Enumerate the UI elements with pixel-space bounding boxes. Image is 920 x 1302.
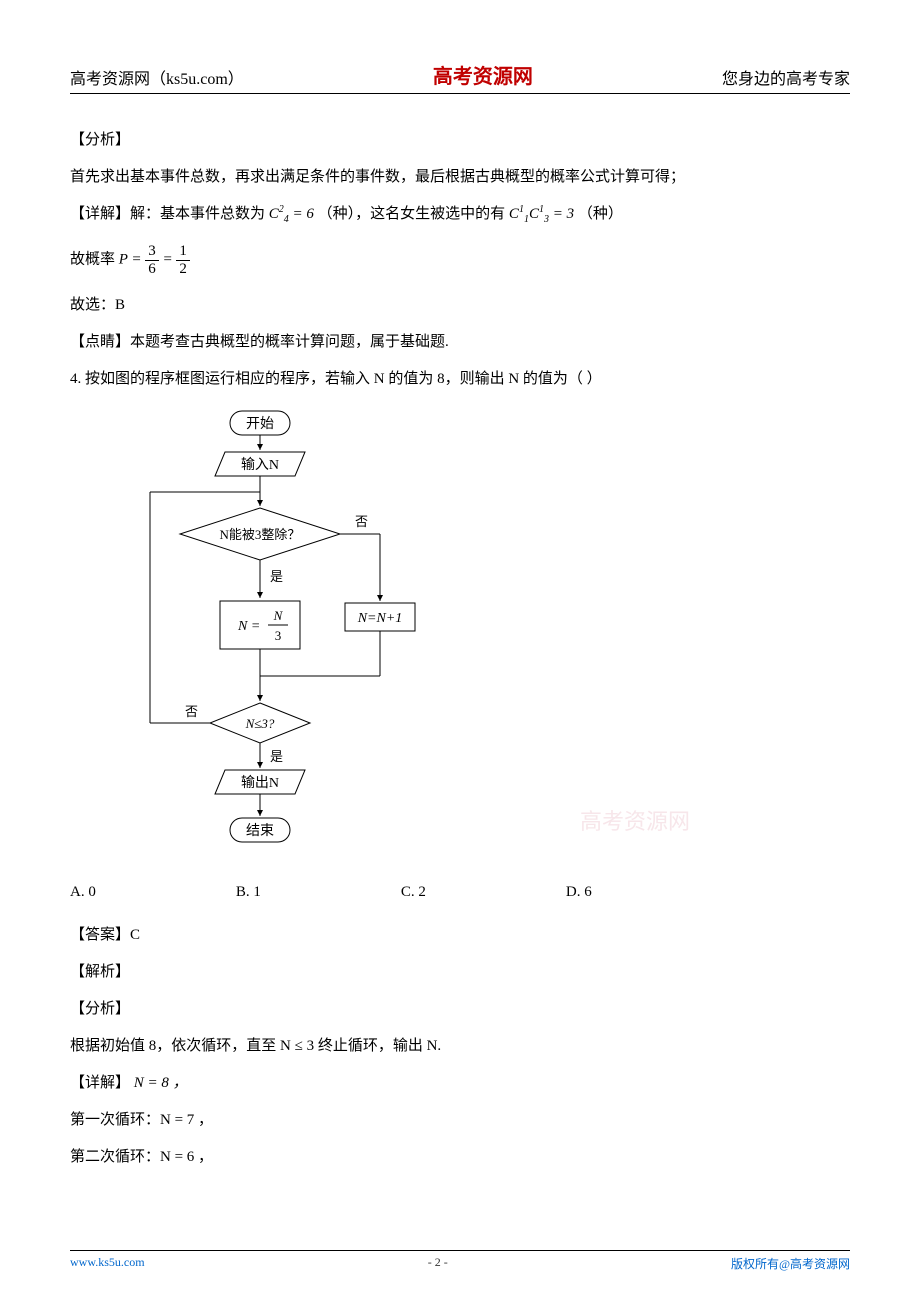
option-a: A. 0 bbox=[70, 876, 96, 909]
fc-end: 结束 bbox=[246, 823, 274, 839]
options-row: A. 0 B. 1 C. 2 D. 6 bbox=[70, 876, 850, 909]
flowchart-svg: 开始 输入N N能被3整除？ 否 是 N = N bbox=[110, 406, 430, 866]
comb2-val: = 3 bbox=[549, 206, 574, 222]
analysis-text: 首先求出基本事件总数，再求出满足条件的事件数，最后根据古典概型的概率公式计算可得… bbox=[70, 161, 850, 194]
comb2b-base: C bbox=[529, 206, 539, 222]
loop2: 第二次循环：N = 6 ， bbox=[70, 1141, 850, 1174]
footer-right: 版权所有@高考资源网 bbox=[731, 1255, 850, 1272]
comb2: C11C13 = 3 bbox=[509, 206, 578, 222]
detail2: 【详解】 N = 8 ， bbox=[70, 1067, 850, 1100]
eq-sign: = bbox=[163, 251, 177, 267]
frac1: 3 6 bbox=[145, 243, 159, 277]
content-body: 【分析】 首先求出基本事件总数，再求出满足条件的事件数，最后根据古典概型的概率公… bbox=[70, 124, 850, 1174]
comb1-base: C bbox=[269, 206, 279, 222]
detail-label: 【详解】解：基本事件总数为 bbox=[70, 206, 265, 222]
detail-mid: （种），这名女生被选中的有 bbox=[318, 206, 506, 222]
answer: 【答案】C bbox=[70, 919, 850, 952]
frac2-num: 1 bbox=[176, 243, 190, 261]
page-footer: www.ks5u.com - 2 - 版权所有@高考资源网 bbox=[70, 1250, 850, 1272]
fc-cond1: N能被3整除？ bbox=[220, 527, 301, 542]
detail-line: 【详解】解：基本事件总数为 C24 = 6 （种），这名女生被选中的有 C11C… bbox=[70, 198, 850, 231]
header-left: 高考资源网（ks5u.com） bbox=[70, 65, 244, 89]
fc-cond2-yes: 是 bbox=[270, 749, 283, 764]
fc-input: 输入N bbox=[241, 457, 279, 473]
frac2-den: 2 bbox=[176, 261, 190, 278]
fenxi2-text: 根据初始值 8，依次循环，直至 N ≤ 3 终止循环，输出 N. bbox=[70, 1030, 850, 1063]
detail-end: （种） bbox=[578, 206, 623, 222]
fc-boxright: N=N+1 bbox=[357, 611, 403, 626]
prob-prefix: 故概率 bbox=[70, 251, 115, 267]
prob-p: P = bbox=[119, 251, 146, 267]
flowchart: 开始 输入N N能被3整除？ 否 是 N = N bbox=[110, 406, 430, 866]
footer-left: www.ks5u.com bbox=[70, 1255, 145, 1272]
fc-cond1-yes: 是 bbox=[270, 569, 283, 584]
page-header: 高考资源网（ks5u.com） 高考资源网 您身边的高考专家 bbox=[70, 60, 850, 94]
detail2-n8: N = 8 ， bbox=[134, 1075, 188, 1091]
fc-start: 开始 bbox=[246, 416, 274, 432]
fc-cond1-no: 否 bbox=[355, 514, 368, 529]
option-b: B. 1 bbox=[236, 876, 261, 909]
option-c: C. 2 bbox=[401, 876, 426, 909]
frac1-num: 3 bbox=[145, 243, 159, 261]
fenxi2: 【分析】 bbox=[70, 993, 850, 1026]
fc-boxleft-den: 3 bbox=[275, 628, 282, 643]
comb2a-base: C bbox=[509, 206, 519, 222]
frac2: 1 2 bbox=[176, 243, 190, 277]
footer-center: - 2 - bbox=[428, 1255, 448, 1272]
comb1-val: = 6 bbox=[289, 206, 314, 222]
fc-cond2-no: 否 bbox=[185, 704, 198, 719]
dianjing: 【点睛】本题考查古典概型的概率计算问题，属于基础题. bbox=[70, 326, 850, 359]
watermark: 高考资源网 bbox=[580, 798, 690, 846]
fc-output: 输出N bbox=[241, 775, 279, 791]
loop1: 第一次循环：N = 7 ， bbox=[70, 1104, 850, 1137]
page: 高考资源网（ks5u.com） 高考资源网 您身边的高考专家 【分析】 首先求出… bbox=[0, 0, 920, 1302]
fc-cond2: N≤3? bbox=[245, 716, 275, 731]
fc-boxleft-num: N bbox=[273, 608, 284, 623]
fc-boxleft-eq: N = bbox=[237, 619, 260, 634]
option-d: D. 6 bbox=[566, 876, 592, 909]
so-select: 故选：B bbox=[70, 289, 850, 322]
detail2-label: 【详解】 bbox=[70, 1075, 130, 1091]
q4-text: 4. 按如图的程序框图运行相应的程序，若输入 N 的值为 8，则输出 N 的值为… bbox=[70, 363, 850, 396]
jiexi: 【解析】 bbox=[70, 956, 850, 989]
header-center-logo: 高考资源网 bbox=[433, 60, 533, 89]
comb1: C24 = 6 bbox=[269, 206, 318, 222]
header-right: 您身边的高考专家 bbox=[722, 65, 850, 89]
probability-line: 故概率 P = 3 6 = 1 2 bbox=[70, 243, 850, 277]
analysis-label: 【分析】 bbox=[70, 124, 850, 157]
frac1-den: 6 bbox=[145, 261, 159, 278]
